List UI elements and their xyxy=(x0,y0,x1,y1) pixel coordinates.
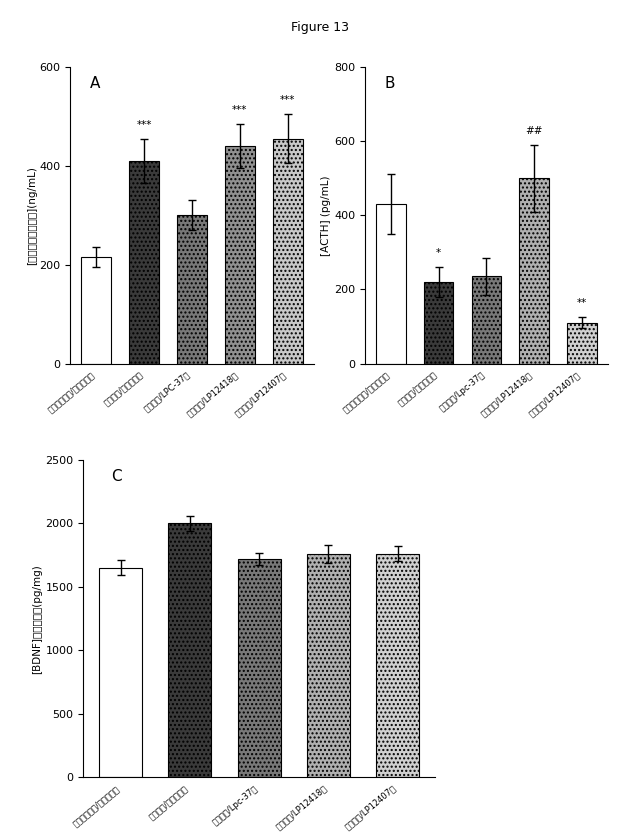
Bar xyxy=(520,178,549,364)
Bar xyxy=(273,139,303,364)
Bar xyxy=(307,553,350,777)
Text: Figure 13: Figure 13 xyxy=(291,21,349,34)
Text: **: ** xyxy=(577,298,588,308)
Bar xyxy=(168,523,211,777)
Text: ***: *** xyxy=(136,120,152,130)
Y-axis label: [コルチコステロン](ng/mL): [コルチコステロン](ng/mL) xyxy=(27,166,36,265)
Bar xyxy=(81,257,111,364)
Bar xyxy=(237,559,281,777)
Text: ##: ## xyxy=(525,126,543,136)
Bar xyxy=(177,216,207,364)
Bar xyxy=(567,323,597,364)
Bar xyxy=(472,277,501,364)
Y-axis label: [ACTH] (pg/mL): [ACTH] (pg/mL) xyxy=(321,175,331,256)
Bar xyxy=(99,568,142,777)
Text: A: A xyxy=(90,76,100,91)
Text: B: B xyxy=(384,76,395,91)
Bar xyxy=(376,204,406,364)
Bar xyxy=(424,282,453,364)
Bar xyxy=(129,161,159,364)
Bar xyxy=(376,553,419,777)
Text: ***: *** xyxy=(232,104,248,115)
Text: ***: *** xyxy=(280,95,296,105)
Y-axis label: [BDNF]湿性重量の(pg/mg): [BDNF]湿性重量の(pg/mg) xyxy=(33,563,43,674)
Text: C: C xyxy=(111,469,122,484)
Text: *: * xyxy=(436,248,441,258)
Bar xyxy=(225,146,255,364)
